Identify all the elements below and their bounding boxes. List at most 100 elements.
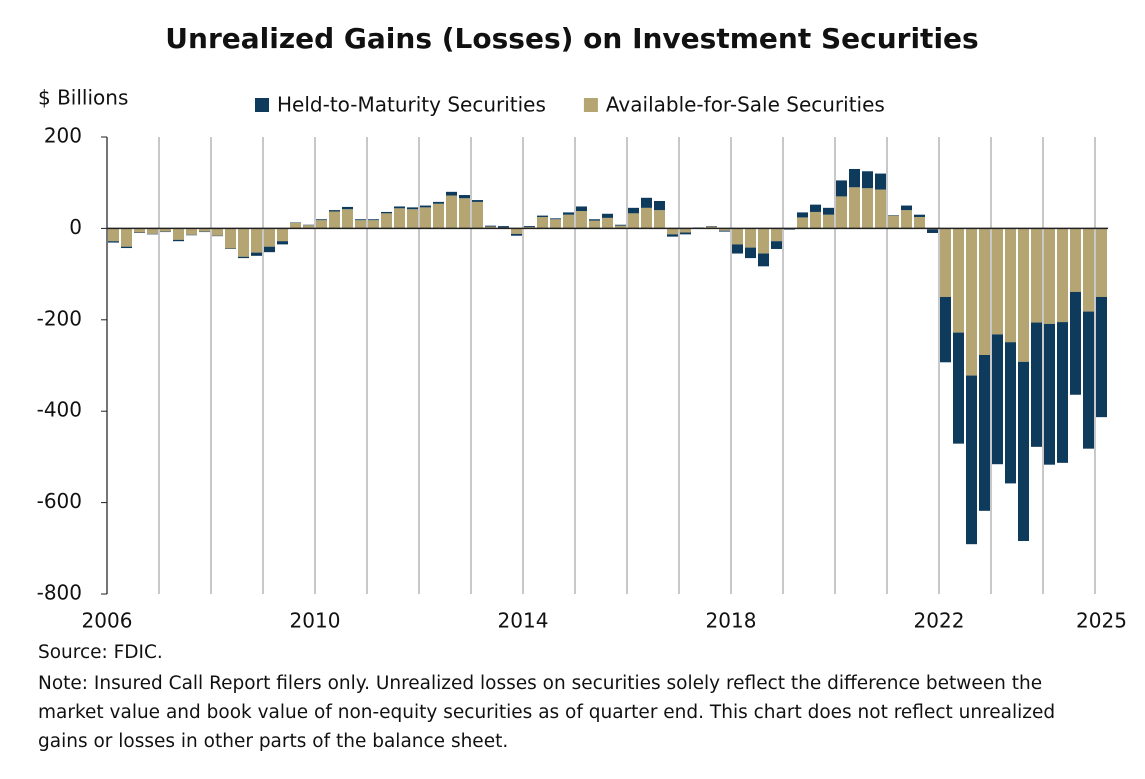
bar-segment [628,207,639,214]
bar-segment [1044,323,1055,465]
bar-segment [654,210,665,229]
bar-segment [849,168,860,188]
bar-segment [1083,228,1094,312]
bar-segment [160,228,171,232]
bar-segment [810,204,821,212]
bar-segment [173,228,184,240]
bar-segment [472,201,483,229]
bar-segment [277,228,288,242]
bar-segment [966,375,977,545]
bar-segment [823,214,834,229]
note-line: market value and book value of non-equit… [38,702,1055,723]
bar-segment [953,228,964,333]
bar-segment [979,228,990,355]
y-tick-label: -200 [37,306,82,330]
bar-segment [433,201,444,204]
bar-segment [355,220,366,229]
bar-segment [667,234,678,237]
bar-segment [732,228,743,245]
bar-segment [771,228,782,242]
bar-segment [758,253,769,267]
bar-segment [823,207,834,215]
bar-segment [901,210,912,229]
bar-segment [1057,322,1068,463]
bar-segment [745,228,756,248]
bar-segment [1083,311,1094,449]
bar-segment [420,205,431,208]
bar-segment [979,354,990,511]
bar-segment [862,188,873,229]
bar-segment [563,212,574,215]
bar-segment [524,226,535,228]
bar-segment [797,212,808,218]
bar-segment [1044,228,1055,324]
x-tick-label: 2022 [914,609,965,633]
bar-segment [654,200,665,211]
bar-segment [836,180,847,197]
bar-segment [199,228,210,232]
bar-segment [875,173,886,190]
bar-segment [888,215,899,229]
bar-segment [1070,228,1081,292]
bar-segment [797,217,808,229]
note-line: Note: Insured Call Report filers only. U… [38,673,1042,694]
bar-segment [563,214,574,229]
chart-title: Unrealized Gains (Losses) on Investment … [165,22,978,55]
legend-swatch [583,98,598,112]
x-tick-label: 2018 [706,609,757,633]
bar-segment [810,211,821,229]
bar-segment [459,198,470,229]
bar-segment [446,191,457,196]
bar-segment [901,205,912,211]
bar-segment [719,230,730,232]
y-tick-label: 200 [44,124,82,148]
bar-segment [953,332,964,444]
bar-segment [589,220,600,229]
bar-segment [706,226,717,229]
y-tick-label: 0 [69,215,82,239]
bar-segment [576,206,587,212]
bar-segment [290,222,301,229]
x-tick-label: 2006 [82,609,133,633]
bar-segment [641,197,652,208]
bar-segment [277,241,288,245]
bar-segment [264,228,275,247]
bar-segment [407,209,418,229]
bar-segment [303,225,314,229]
bar-segment [511,228,522,234]
bar-segment [1070,291,1081,395]
bar-segment [316,219,327,221]
bar-segment [407,207,418,210]
bar-segment [602,217,613,229]
legend-label: Available-for-Sale Securities [606,93,885,117]
bar-segment [433,203,444,229]
bar-segment [381,211,392,214]
bar-segment [628,213,639,229]
bar-segment [862,171,873,189]
bar-segment [420,207,431,229]
bar-segment [537,216,548,229]
bar-segment [1096,228,1107,297]
bar-segment [615,224,626,226]
bar-segment [264,246,275,253]
bar-segment [355,219,366,221]
bar-segment [394,206,405,209]
bar-segment [719,228,730,231]
bar-segment [875,189,886,229]
x-tick-label: 2014 [498,609,549,633]
x-tick-label: 2025 [1076,609,1127,633]
bar-segment [342,209,353,229]
bar-segment [641,207,652,229]
y-tick-label: -400 [37,398,82,422]
bar-segment [680,228,691,233]
bar-segment [680,232,691,235]
legend-label: Held-to-Maturity Securities [277,93,546,117]
bar-segment [1018,228,1029,362]
bar-segment [966,228,977,376]
bar-segment [121,246,132,249]
bar-segment [238,256,249,259]
bar-segment [771,241,782,249]
bar-segment [615,225,626,229]
bar-segment [472,200,483,202]
bar-segment [1096,296,1107,418]
